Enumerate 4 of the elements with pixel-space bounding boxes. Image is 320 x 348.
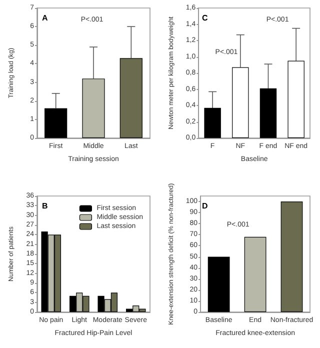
text: C bbox=[202, 14, 208, 22]
text: D bbox=[202, 202, 208, 210]
text: A bbox=[42, 14, 48, 22]
text: B bbox=[42, 202, 48, 210]
